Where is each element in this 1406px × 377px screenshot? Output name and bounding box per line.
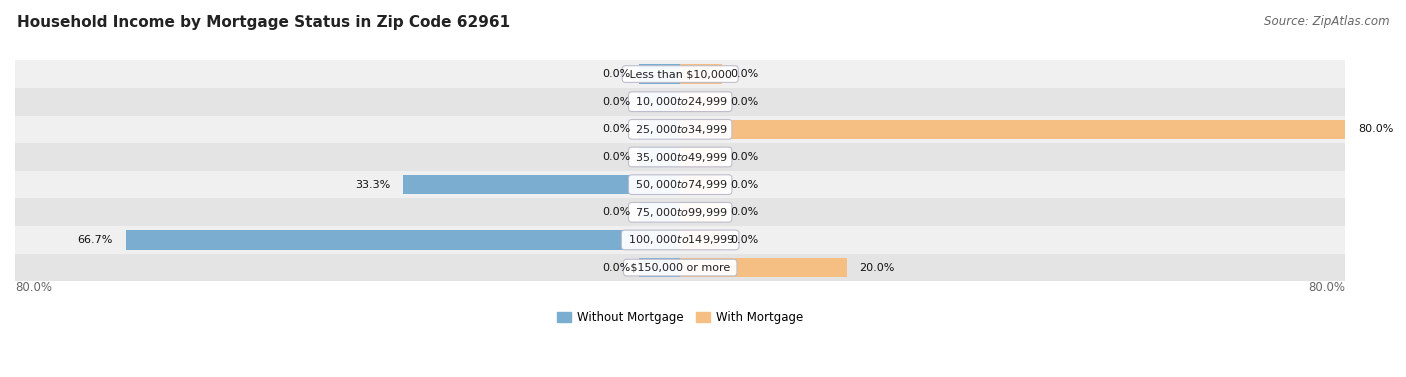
Text: Less than $10,000: Less than $10,000 <box>626 69 735 79</box>
Text: $35,000 to $49,999: $35,000 to $49,999 <box>631 150 728 164</box>
Bar <box>638 64 681 84</box>
Bar <box>681 175 721 194</box>
Bar <box>638 120 681 139</box>
Bar <box>15 143 1346 171</box>
Text: 80.0%: 80.0% <box>15 281 52 294</box>
Bar <box>15 226 1346 254</box>
Text: 0.0%: 0.0% <box>730 152 758 162</box>
Text: 0.0%: 0.0% <box>730 69 758 79</box>
Bar <box>15 115 1346 143</box>
Text: $75,000 to $99,999: $75,000 to $99,999 <box>631 206 728 219</box>
Bar <box>15 88 1346 115</box>
Bar <box>15 254 1346 281</box>
Bar <box>125 230 681 250</box>
Bar <box>681 258 846 277</box>
Text: $150,000 or more: $150,000 or more <box>627 263 734 273</box>
Bar <box>638 147 681 167</box>
Text: 0.0%: 0.0% <box>730 235 758 245</box>
Bar <box>638 92 681 111</box>
Text: 80.0%: 80.0% <box>1358 124 1393 134</box>
Text: 0.0%: 0.0% <box>602 263 630 273</box>
Text: 66.7%: 66.7% <box>77 235 112 245</box>
Bar <box>638 258 681 277</box>
Text: 0.0%: 0.0% <box>602 124 630 134</box>
Bar <box>681 92 721 111</box>
Text: 0.0%: 0.0% <box>602 207 630 217</box>
Bar <box>681 64 721 84</box>
Legend: Without Mortgage, With Mortgage: Without Mortgage, With Mortgage <box>557 311 803 324</box>
Text: $100,000 to $149,999: $100,000 to $149,999 <box>624 233 735 247</box>
Text: 0.0%: 0.0% <box>730 97 758 107</box>
Text: 33.3%: 33.3% <box>356 180 391 190</box>
Text: Source: ZipAtlas.com: Source: ZipAtlas.com <box>1264 15 1389 28</box>
Text: $10,000 to $24,999: $10,000 to $24,999 <box>631 95 728 108</box>
Bar <box>681 202 721 222</box>
Text: 20.0%: 20.0% <box>859 263 894 273</box>
Text: 80.0%: 80.0% <box>1309 281 1346 294</box>
Bar <box>681 120 1346 139</box>
Text: 0.0%: 0.0% <box>730 207 758 217</box>
Text: 0.0%: 0.0% <box>602 69 630 79</box>
Text: 0.0%: 0.0% <box>602 152 630 162</box>
Bar <box>15 198 1346 226</box>
Bar <box>404 175 681 194</box>
Text: 0.0%: 0.0% <box>602 97 630 107</box>
Bar <box>638 202 681 222</box>
Bar <box>681 147 721 167</box>
Text: $25,000 to $34,999: $25,000 to $34,999 <box>631 123 728 136</box>
Text: Household Income by Mortgage Status in Zip Code 62961: Household Income by Mortgage Status in Z… <box>17 15 510 30</box>
Bar <box>681 230 721 250</box>
Bar <box>15 171 1346 198</box>
Bar <box>15 60 1346 88</box>
Text: $50,000 to $74,999: $50,000 to $74,999 <box>631 178 728 191</box>
Text: 0.0%: 0.0% <box>730 180 758 190</box>
